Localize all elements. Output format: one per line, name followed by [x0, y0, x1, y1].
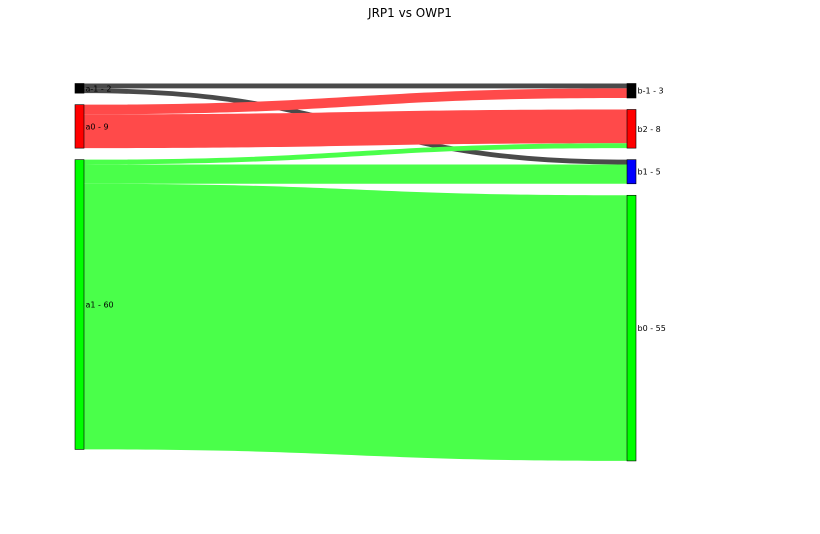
node-a1 [74, 159, 85, 450]
flow-a1-to-b1 [84, 164, 627, 184]
node-label-b0: b0 - 55 [638, 324, 666, 333]
node-label-b-1: b-1 - 3 [638, 87, 664, 96]
node-label-a1: a1 - 60 [86, 301, 114, 310]
chart-title: JRP1 vs OWP1 [367, 6, 452, 20]
flow-a-1-to-b-1 [84, 83, 627, 89]
node-labels: a-1 - 2 a0 - 9 a1 - 60 b-1 - 3 b2 - 8 b1 - 5 b… [86, 84, 666, 333]
node-b1 [626, 159, 637, 185]
flow-a1-to-b2 [84, 143, 627, 165]
node-b0 [626, 194, 637, 462]
flow-a0-to-b2 [84, 109, 627, 149]
node-label-b2: b2 - 8 [638, 125, 661, 134]
node-label-a0: a0 - 9 [86, 122, 109, 131]
flows [84, 83, 627, 461]
flow-a1-to-b0 [84, 183, 627, 461]
flow-a0-to-b-1 [84, 88, 627, 115]
node-label-b1: b1 - 5 [638, 168, 661, 177]
node-a-1 [74, 83, 85, 94]
node-a0 [74, 104, 85, 149]
node-b2 [626, 109, 637, 149]
nodes [74, 83, 637, 462]
node-label-a-1: a-1 - 2 [86, 84, 112, 93]
node-b-1 [626, 83, 637, 99]
